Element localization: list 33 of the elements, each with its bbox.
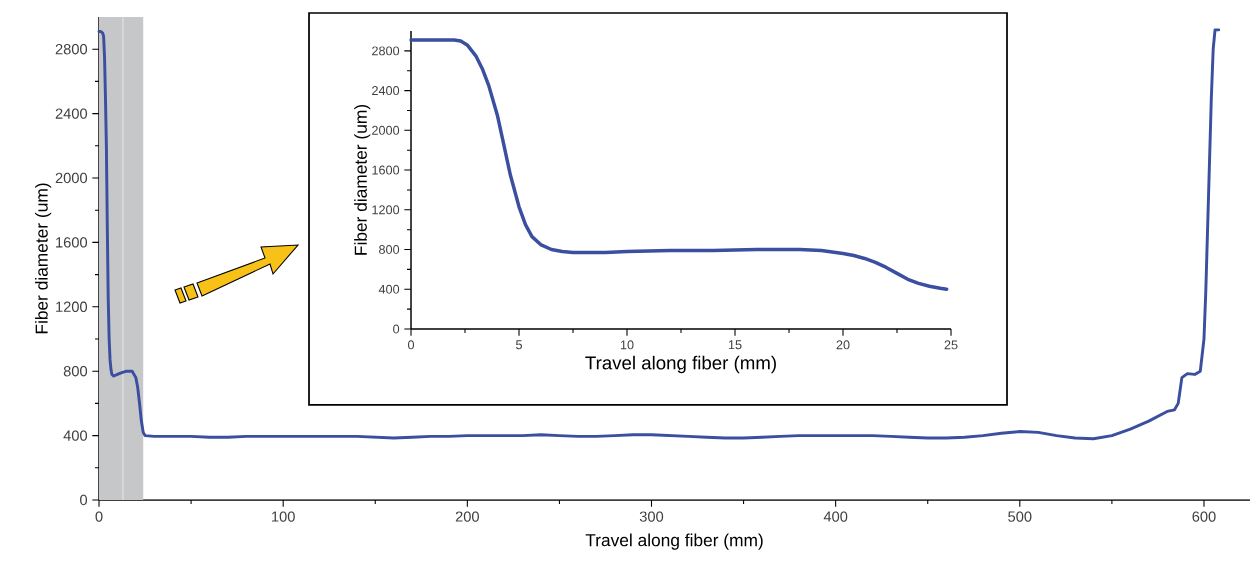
y-tick-label: 2000 [372, 125, 400, 135]
y-tick-label: 2800 [55, 44, 88, 55]
x-tick-label: 5 [515, 340, 523, 350]
y-axis-title: Fiber diameter (um) [35, 183, 52, 334]
x-tick-label: 15 [728, 340, 742, 350]
x-tick-label: 20 [836, 340, 850, 350]
x-tick-label: 200 [455, 511, 479, 522]
y-tick-label: 2400 [372, 86, 400, 96]
x-tick-label: 25 [944, 340, 958, 350]
x-tick-label: 100 [272, 511, 295, 522]
x-tick-label: 300 [639, 511, 664, 522]
x-tick-label: 0 [407, 340, 415, 350]
x-axis-title: Travel along fiber (mm) [585, 355, 776, 374]
y-tick-label: 400 [378, 284, 400, 294]
y-axis-title: Fiber diameter (um) [354, 105, 371, 255]
y-tick-label: 800 [379, 245, 400, 255]
y-tick-label: 2000 [55, 172, 88, 184]
x-tick-label: 10 [620, 340, 634, 350]
y-tick-label: 1600 [56, 237, 88, 248]
x-tick-label: 500 [1008, 511, 1032, 522]
x-tick-label: 0 [95, 511, 103, 522]
x-tick-label: 600 [1192, 511, 1216, 522]
x-axis-title: Travel along fiber (mm) [585, 533, 763, 550]
y-tick-label: 1200 [56, 301, 88, 312]
y-tick-label: 1600 [372, 165, 400, 175]
y-tick-label: 2400 [55, 108, 88, 119]
y-tick-label: 0 [393, 324, 400, 334]
y-tick-label: 800 [63, 366, 88, 377]
y-tick-label: 0 [80, 494, 88, 506]
x-tick-label: 400 [823, 511, 848, 522]
y-tick-label: 1200 [372, 205, 400, 215]
y-tick-label: 400 [63, 430, 88, 441]
y-tick-label: 2800 [372, 46, 400, 56]
